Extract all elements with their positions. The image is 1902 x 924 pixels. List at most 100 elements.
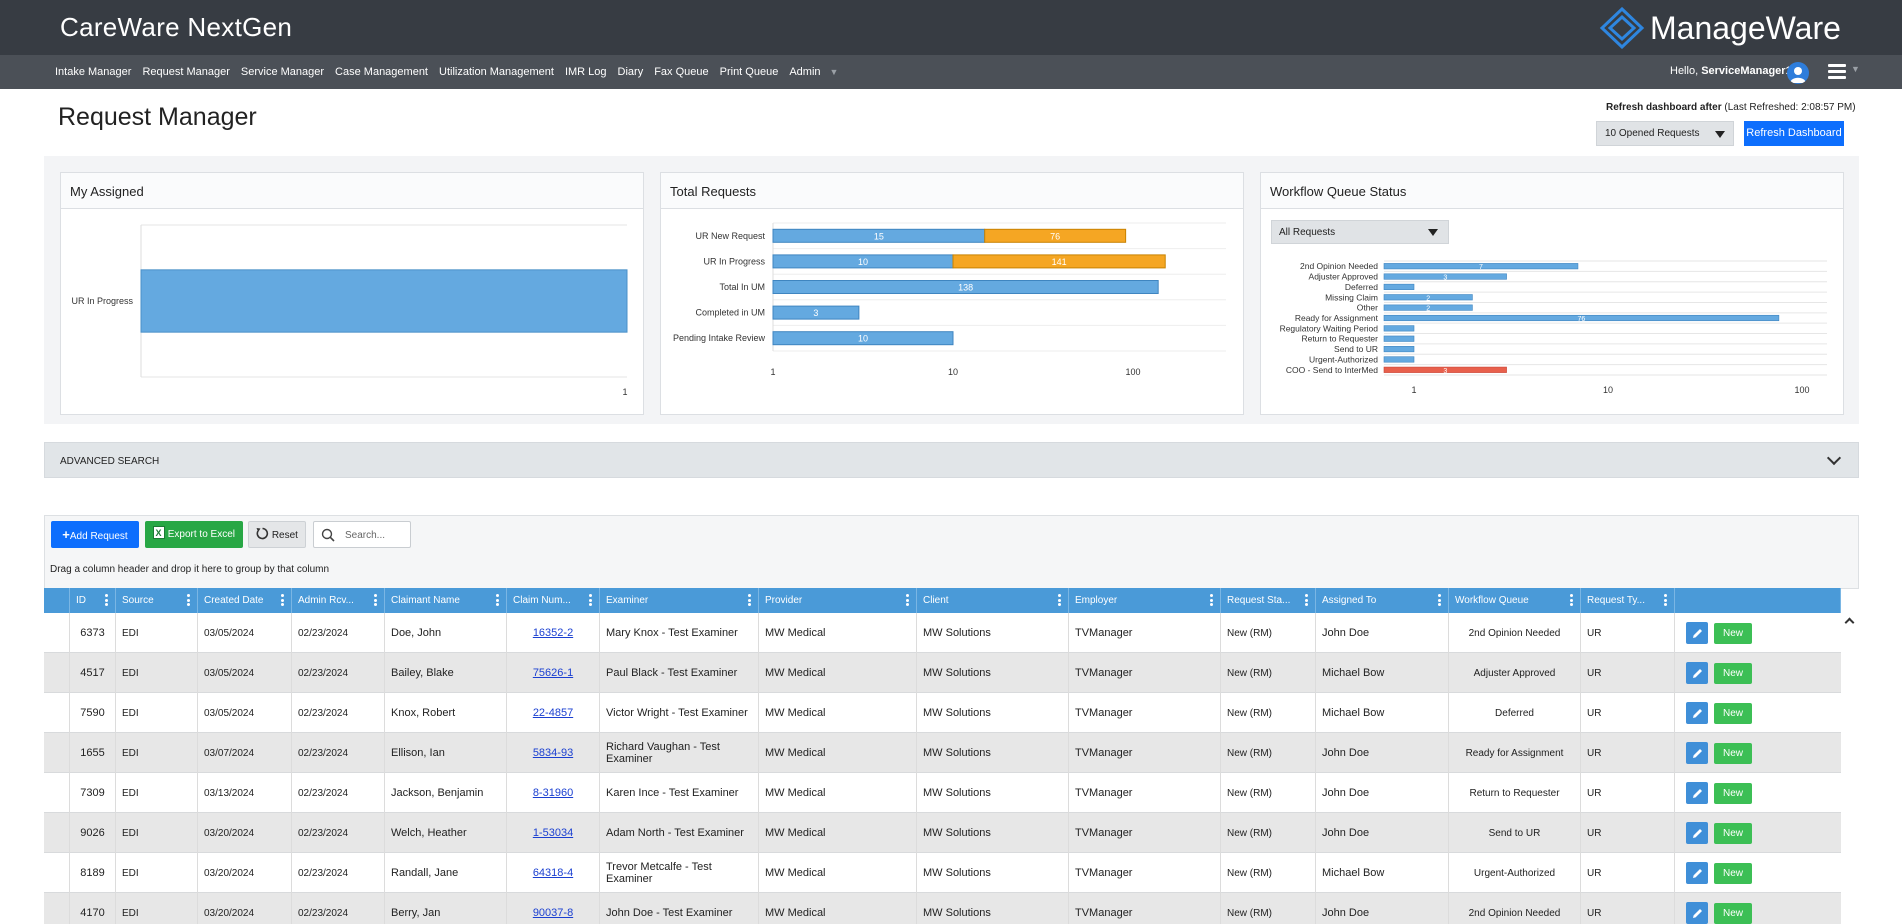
search-input[interactable]: Search...	[313, 521, 411, 548]
advanced-search-label: ADVANCED SEARCH	[60, 456, 160, 467]
nav-item-imr-log[interactable]: IMR Log	[564, 66, 607, 78]
row-select-cell[interactable]	[44, 853, 70, 893]
created-date-cell: 03/05/2024	[198, 653, 292, 693]
column-menu-icon[interactable]	[1058, 594, 1061, 608]
table-row[interactable]: 6373 EDI 03/05/2024 02/23/2024 Doe, John 1635…	[44, 613, 1841, 653]
column-menu-icon[interactable]	[1305, 594, 1308, 608]
nav-item-admin[interactable]: Admin	[789, 66, 821, 78]
refresh-dashboard-button[interactable]: Refresh Dashboard	[1744, 121, 1844, 146]
bar	[1383, 356, 1415, 363]
column-menu-icon[interactable]	[589, 594, 592, 608]
refresh-interval-select[interactable]: 10 Opened Requests	[1596, 121, 1734, 146]
nav-item-intake-manager[interactable]: Intake Manager	[55, 66, 132, 78]
menu-caret-icon[interactable]: ▼	[1851, 64, 1860, 74]
reset-button[interactable]: Reset	[248, 521, 306, 548]
nav-item-utilization-management[interactable]: Utilization Management	[439, 66, 554, 78]
data-label: 76	[1578, 316, 1586, 323]
add-request-button[interactable]: +Add Request	[51, 521, 139, 548]
column-header-workflow-queue[interactable]: Workflow Queue	[1449, 588, 1581, 613]
column-menu-icon[interactable]	[1664, 594, 1667, 608]
nav-item-fax-queue[interactable]: Fax Queue	[654, 66, 709, 78]
new-status-button[interactable]: New	[1714, 622, 1753, 644]
column-menu-icon[interactable]	[748, 594, 751, 608]
table-row[interactable]: 7309 EDI 03/13/2024 02/23/2024 Jackson, Benj…	[44, 773, 1841, 813]
column-menu-icon[interactable]	[187, 594, 190, 608]
new-status-button[interactable]: New	[1714, 782, 1753, 804]
manageware-logo[interactable]: ManageWare	[1598, 7, 1841, 49]
new-status-button[interactable]: New	[1714, 902, 1753, 924]
column-header-employer[interactable]: Employer	[1069, 588, 1221, 613]
edit-icon[interactable]	[1686, 662, 1708, 684]
column-header-source[interactable]: Source	[116, 588, 198, 613]
claim-number-link[interactable]: 5834-93	[532, 747, 574, 759]
new-status-button[interactable]: New	[1714, 702, 1753, 724]
column-header-claim-num[interactable]: Claim Num...	[507, 588, 600, 613]
user-avatar-icon[interactable]	[1787, 62, 1809, 84]
new-status-button[interactable]: New	[1714, 662, 1753, 684]
claim-number-link[interactable]: 16352-2	[532, 627, 574, 639]
column-menu-icon[interactable]	[1210, 594, 1213, 608]
row-select-cell[interactable]	[44, 613, 70, 653]
column-header-request-ty[interactable]: Request Ty...	[1581, 588, 1675, 613]
claim-number-link[interactable]: 22-4857	[532, 707, 574, 719]
table-row[interactable]: 1655 EDI 03/07/2024 02/23/2024 Ellison, Ian 5…	[44, 733, 1841, 773]
column-menu-icon[interactable]	[906, 594, 909, 608]
column-menu-icon[interactable]	[1570, 594, 1573, 608]
claim-number-link[interactable]: 64318-4	[532, 867, 574, 879]
employer-cell-text: TVManager	[1075, 707, 1133, 719]
claim-number-link[interactable]: 75626-1	[532, 667, 574, 679]
claim-number-link[interactable]: 90037-8	[532, 907, 574, 919]
grid-scrollbar[interactable]	[1841, 613, 1859, 924]
table-row[interactable]: 8189 EDI 03/20/2024 02/23/2024 Randall, Jane…	[44, 853, 1841, 893]
new-status-button[interactable]: New	[1714, 822, 1753, 844]
edit-icon[interactable]	[1686, 622, 1708, 644]
edit-icon[interactable]	[1686, 902, 1708, 924]
admin-caret-icon[interactable]: ▼	[829, 67, 839, 77]
new-status-button[interactable]: New	[1714, 742, 1753, 764]
column-menu-icon[interactable]	[496, 594, 499, 608]
menu-icon[interactable]	[1828, 64, 1846, 80]
advanced-search-bar[interactable]: ADVANCED SEARCH	[44, 442, 1859, 478]
scroll-up-icon[interactable]	[1844, 617, 1855, 628]
row-select-cell[interactable]	[44, 653, 70, 693]
column-menu-icon[interactable]	[281, 594, 284, 608]
row-select-cell[interactable]	[44, 693, 70, 733]
column-header-examiner[interactable]: Examiner	[600, 588, 759, 613]
column-header-claimant-name[interactable]: Claimant Name	[385, 588, 507, 613]
export-excel-button[interactable]: X Export to Excel	[145, 521, 243, 548]
nav-item-service-manager[interactable]: Service Manager	[240, 66, 325, 78]
table-row[interactable]: 7590 EDI 03/05/2024 02/23/2024 Knox, Robert 2…	[44, 693, 1841, 733]
row-select-cell[interactable]	[44, 893, 70, 924]
claim-number-link[interactable]: 8-31960	[532, 787, 574, 799]
column-header-created-date[interactable]: Created Date	[198, 588, 292, 613]
column-header-client[interactable]: Client	[917, 588, 1069, 613]
claim-number-link[interactable]: 1-53034	[532, 827, 574, 839]
column-header-request-sta[interactable]: Request Sta...	[1221, 588, 1316, 613]
nav-item-request-manager[interactable]: Request Manager	[142, 66, 230, 78]
nav-item-case-management[interactable]: Case Management	[335, 66, 428, 78]
edit-icon[interactable]	[1686, 782, 1708, 804]
column-header-admin-rcv[interactable]: Admin Rcv...	[292, 588, 385, 613]
new-status-button[interactable]: New	[1714, 862, 1753, 884]
row-select-cell[interactable]	[44, 773, 70, 813]
table-row[interactable]: 4170 EDI 03/20/2024 02/23/2024 Berry, Jan 900…	[44, 893, 1841, 924]
workflow-filter-select[interactable]: All Requests	[1271, 220, 1449, 244]
row-select-cell[interactable]	[44, 813, 70, 853]
edit-icon[interactable]	[1686, 862, 1708, 884]
nav-item-print-queue[interactable]: Print Queue	[719, 66, 779, 78]
table-row[interactable]: 4517 EDI 03/05/2024 02/23/2024 Bailey, Blake…	[44, 653, 1841, 693]
edit-icon[interactable]	[1686, 702, 1708, 724]
nav-item-diary[interactable]: Diary	[617, 66, 644, 78]
table-row[interactable]: 9026 EDI 03/20/2024 02/23/2024 Welch, Heathe…	[44, 813, 1841, 853]
chevron-down-icon[interactable]	[1826, 450, 1842, 466]
edit-icon[interactable]	[1686, 822, 1708, 844]
column-header-id[interactable]: ID	[70, 588, 116, 613]
column-menu-icon[interactable]	[1438, 594, 1441, 608]
edit-icon[interactable]	[1686, 742, 1708, 764]
row-select-cell[interactable]	[44, 733, 70, 773]
column-menu-icon[interactable]	[105, 594, 108, 608]
data-label: 141	[1052, 257, 1067, 267]
column-menu-icon[interactable]	[374, 594, 377, 608]
column-header-provider[interactable]: Provider	[759, 588, 917, 613]
column-header-assigned-to[interactable]: Assigned To	[1316, 588, 1449, 613]
